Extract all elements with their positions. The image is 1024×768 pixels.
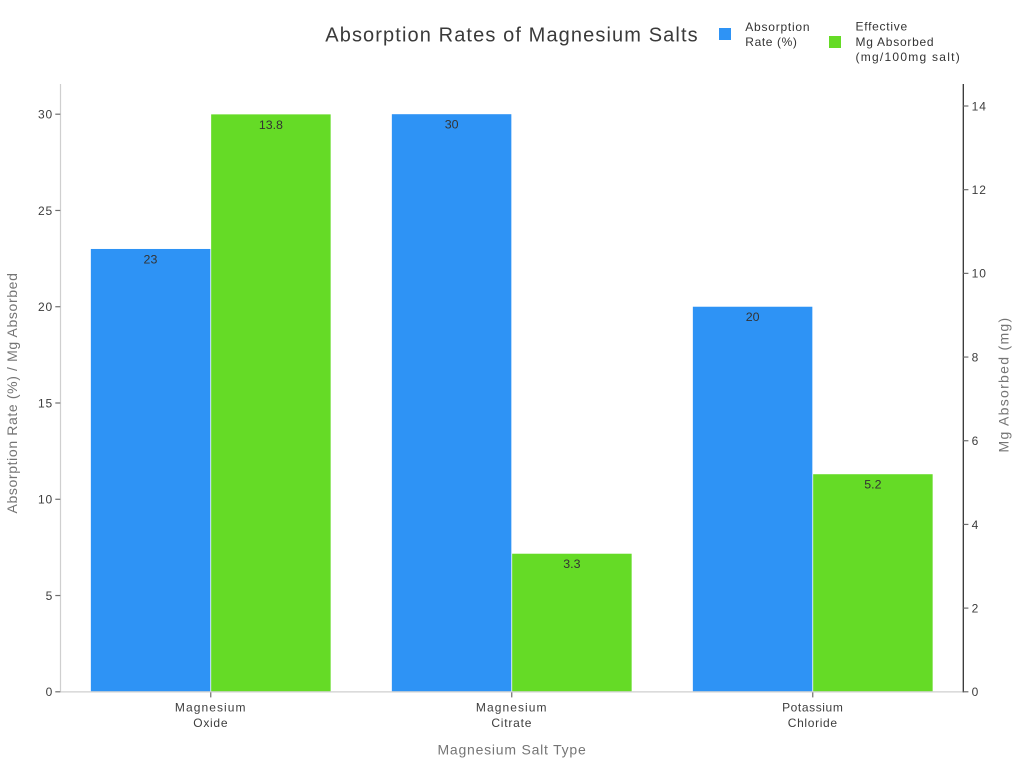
svg-text:Magnesium: Magnesium: [175, 701, 247, 715]
svg-text:Effective: Effective: [856, 20, 908, 34]
svg-text:8: 8: [972, 350, 980, 364]
svg-text:Oxide: Oxide: [193, 716, 228, 730]
svg-text:23: 23: [144, 252, 158, 266]
svg-text:2: 2: [972, 601, 980, 615]
svg-text:13.8: 13.8: [259, 118, 283, 132]
svg-text:0: 0: [46, 685, 54, 699]
svg-text:30: 30: [445, 118, 459, 132]
svg-text:5.2: 5.2: [864, 478, 881, 492]
svg-text:Rate (%): Rate (%): [745, 35, 797, 49]
svg-text:30: 30: [38, 108, 53, 122]
svg-text:10: 10: [972, 267, 987, 281]
svg-text:Mg Absorbed: Mg Absorbed: [856, 35, 935, 49]
svg-text:20: 20: [746, 310, 760, 324]
svg-text:Absorption Rate (%) / Mg Absor: Absorption Rate (%) / Mg Absorbed: [4, 272, 20, 513]
svg-text:0: 0: [972, 685, 980, 699]
svg-text:6: 6: [972, 434, 980, 448]
svg-text:Magnesium Salt Type: Magnesium Salt Type: [438, 741, 587, 757]
svg-text:5: 5: [46, 589, 54, 603]
svg-text:10: 10: [38, 493, 53, 507]
svg-text:Absorption Rates of Magnesium: Absorption Rates of Magnesium Salts: [325, 25, 698, 47]
svg-text:15: 15: [38, 396, 53, 410]
svg-text:Potassium: Potassium: [782, 701, 843, 715]
svg-text:25: 25: [38, 204, 53, 218]
svg-text:20: 20: [38, 300, 53, 314]
svg-text:14: 14: [972, 99, 987, 113]
svg-text:4: 4: [972, 518, 980, 532]
svg-text:(mg/100mg salt): (mg/100mg salt): [856, 50, 961, 64]
svg-text:Chloride: Chloride: [788, 716, 838, 730]
svg-text:3.3: 3.3: [563, 557, 580, 571]
svg-text:Magnesium: Magnesium: [476, 701, 548, 715]
svg-text:Citrate: Citrate: [491, 716, 532, 730]
svg-text:Absorption: Absorption: [745, 20, 810, 34]
svg-text:12: 12: [972, 183, 987, 197]
svg-text:Mg Absorbed (mg): Mg Absorbed (mg): [996, 317, 1012, 453]
